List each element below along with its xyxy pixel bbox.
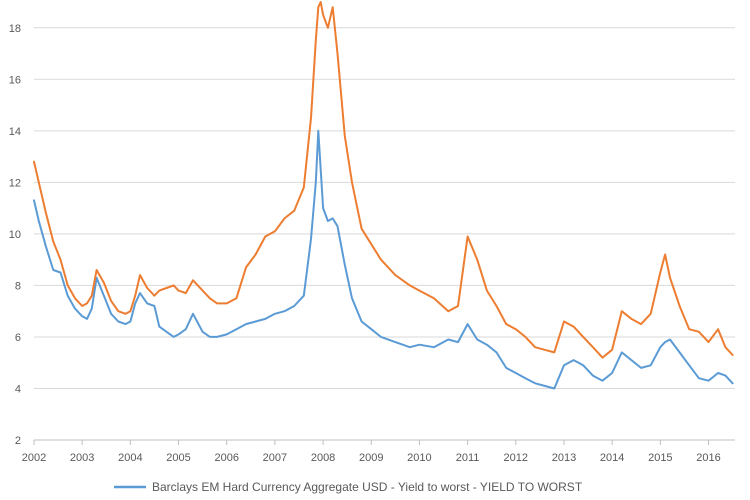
y-tick-label: 16 [9, 74, 21, 86]
legend-label-blue: Barclays EM Hard Currency Aggregate USD … [152, 480, 583, 494]
x-tick-label: 2008 [311, 452, 335, 464]
x-tick-label: 2002 [22, 452, 46, 464]
y-tick-label: 6 [15, 332, 21, 344]
tick-labels: 2 4 6 8 10 12 14 16 18 2002 2003 2004 2005 2006 2007 20… [9, 23, 721, 464]
x-tick-label: 2016 [696, 452, 720, 464]
series-line-blue [33, 129, 734, 390]
x-tick-label: 2013 [552, 452, 576, 464]
series-line-orange [33, 1, 734, 359]
x-tick-label: 2003 [70, 452, 94, 464]
x-tick-label: 2012 [504, 452, 528, 464]
grid-lines [34, 27, 735, 389]
x-tick-label: 2014 [600, 452, 624, 464]
y-tick-label: 10 [9, 229, 21, 241]
x-tick-label: 2004 [118, 452, 142, 464]
y-tick-label: 18 [9, 23, 21, 35]
series-lines [33, 1, 734, 390]
axes [33, 439, 735, 445]
legend: Barclays EM Hard Currency Aggregate USD … [114, 480, 583, 494]
x-tick-label: 2007 [263, 452, 287, 464]
y-tick-label: 8 [15, 280, 21, 292]
x-tick-label: 2015 [648, 452, 672, 464]
y-tick-label: 12 [9, 177, 21, 189]
x-tick-label: 2009 [359, 452, 383, 464]
x-tick-label: 2005 [166, 452, 190, 464]
y-tick-label: 14 [9, 126, 21, 138]
x-tick-label: 2006 [214, 452, 238, 464]
x-tick-label: 2010 [407, 452, 431, 464]
y-tick-label: 2 [15, 435, 21, 447]
x-tick-label: 2011 [456, 452, 480, 464]
y-tick-label: 4 [15, 383, 21, 395]
